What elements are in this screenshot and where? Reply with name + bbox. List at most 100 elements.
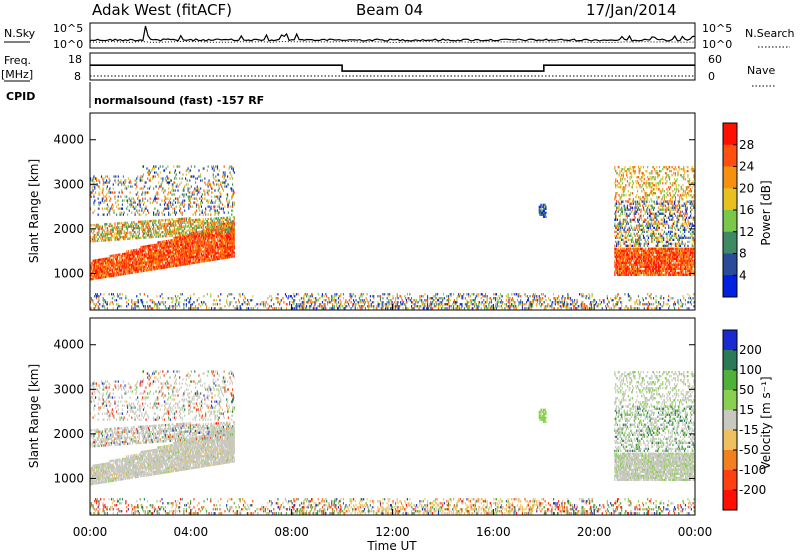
power-cell [185, 177, 186, 179]
power-cell [118, 179, 119, 181]
power-cell [129, 198, 130, 200]
power-cell [184, 200, 185, 202]
power-cell [140, 206, 141, 208]
power-cell [158, 233, 159, 235]
power-cell [189, 200, 190, 202]
power-cell [124, 200, 125, 202]
power-cell [177, 198, 178, 200]
power-cell [124, 183, 125, 185]
power-cell [177, 185, 178, 187]
power-cell [161, 212, 162, 214]
power-cell [101, 175, 102, 177]
power-cell [126, 208, 127, 210]
power-cell [185, 224, 186, 226]
power-cell [172, 187, 173, 189]
power-cell [93, 204, 94, 206]
power-cell [103, 187, 104, 189]
power-cell [121, 232, 122, 234]
power-cell [165, 196, 166, 198]
power-cell [141, 208, 142, 210]
power-cell [95, 200, 96, 202]
power-cell [114, 223, 115, 225]
power-cell [93, 202, 94, 204]
power-cell [114, 179, 115, 181]
power-cell [158, 198, 159, 200]
power-cell [122, 204, 123, 206]
power-cell [116, 274, 117, 276]
power-cell [177, 200, 178, 202]
power-cell [173, 265, 174, 267]
power-cell [176, 185, 177, 187]
power-cell [172, 183, 173, 185]
power-cell [103, 181, 104, 183]
power-cell [107, 185, 108, 187]
power-cell [159, 229, 160, 231]
power-cell [176, 206, 177, 208]
power-cell [183, 196, 184, 198]
power-cell [143, 173, 144, 175]
power-cell [131, 198, 132, 200]
power-cell [163, 191, 164, 193]
power-cell [156, 202, 157, 204]
power-cell [118, 175, 119, 177]
power-cell [158, 181, 159, 183]
power-cell [127, 200, 128, 202]
power-cell [99, 228, 100, 230]
power-cell [117, 228, 118, 230]
rti-figure: Adak West (fitACF) Beam 04 17/Jan/2014 N… [0, 0, 800, 554]
power-heatmap [90, 165, 695, 309]
power-cell [172, 193, 173, 195]
power-cell [143, 212, 144, 214]
power-cell [168, 214, 169, 216]
power-cell [139, 233, 140, 235]
power-cell [165, 202, 166, 204]
power-cell [141, 177, 142, 179]
power-cell [148, 232, 149, 234]
power-cell [190, 217, 191, 219]
power-cell [156, 220, 157, 222]
power-cell [108, 210, 109, 212]
power-cell [109, 181, 110, 183]
power-cell [164, 200, 165, 202]
power-cell [153, 228, 154, 230]
power-cell [153, 226, 154, 228]
power-cell [185, 226, 186, 228]
power-cell [137, 231, 138, 233]
power-cell [107, 227, 108, 229]
power-cell [122, 228, 123, 230]
power-cell [98, 234, 99, 236]
power-cell [109, 177, 110, 179]
power-cell [95, 238, 96, 240]
power-cell [169, 227, 170, 229]
power-cell [159, 225, 160, 227]
power-cell [174, 177, 175, 179]
power-cell [119, 191, 120, 193]
power-cell [123, 214, 124, 216]
power-cell [133, 233, 134, 235]
power-cell [102, 225, 103, 227]
power-cell [153, 212, 154, 214]
power-cell [125, 196, 126, 198]
power-cell [118, 208, 119, 210]
power-cell [159, 219, 160, 221]
power-cell [144, 232, 145, 234]
power-cell [114, 191, 115, 193]
power-cell [137, 191, 138, 193]
power-cell [143, 225, 144, 227]
power-cell [164, 233, 165, 235]
power-cell [151, 220, 152, 222]
power-cell [181, 232, 182, 234]
power-cell [112, 235, 113, 237]
power-cell [170, 221, 171, 223]
power-cell [151, 226, 152, 228]
power-cell [153, 214, 154, 216]
power-cell [126, 234, 127, 236]
power-cell [189, 196, 190, 198]
power-cell [155, 222, 156, 224]
power-cell [107, 181, 108, 183]
power-cell [180, 204, 181, 206]
power-cell [97, 240, 98, 242]
freq-unit-label: [MHz] [1, 68, 33, 81]
power-cell [166, 198, 167, 200]
power-cell [107, 223, 108, 225]
